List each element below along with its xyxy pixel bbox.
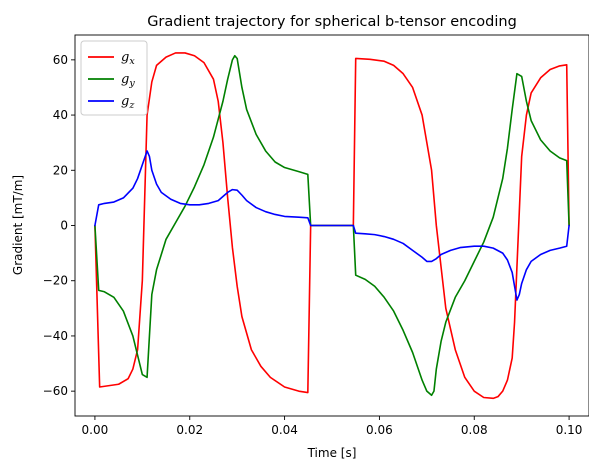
legend-box <box>80 40 148 116</box>
x-tick-label: 0.04 <box>271 423 298 437</box>
series-line-gx <box>94 52 570 400</box>
y-axis-label: Gradient [mT/m] <box>11 175 25 275</box>
y-tick-label: −60 <box>43 384 68 398</box>
x-axis-label: Time [s] <box>307 446 357 460</box>
y-tick-label: 0 <box>60 219 68 233</box>
y-tick-label: 60 <box>53 53 68 67</box>
x-tick-label: 0.00 <box>82 423 109 437</box>
plot-area <box>74 34 589 417</box>
y-tick-label: 40 <box>53 108 68 122</box>
chart-title: Gradient trajectory for spherical b-tens… <box>147 14 517 30</box>
x-tick-label: 0.02 <box>176 423 203 437</box>
x-tick-label: 0.06 <box>366 423 393 437</box>
y-tick-label: 20 <box>53 163 68 177</box>
axis-ticks: 0.00 0.02 0.04 0.06 0.08 0.10 −60 −40 −20 0 20 40 60 <box>43 53 583 437</box>
series-line-gz <box>94 150 570 301</box>
x-tick-label: 0.10 <box>556 423 583 437</box>
y-tick-label: −20 <box>43 274 68 288</box>
y-tick-label: −40 <box>43 329 68 343</box>
x-tick-label: 0.08 <box>461 423 488 437</box>
